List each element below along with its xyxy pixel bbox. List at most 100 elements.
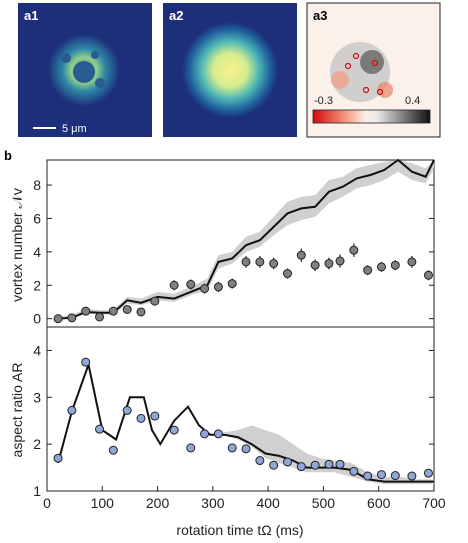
- data-point: [241, 444, 251, 454]
- data-point: [108, 445, 118, 455]
- data-point: [67, 313, 77, 323]
- data-point: [349, 245, 359, 255]
- x-tick-label: 500: [312, 495, 336, 511]
- data-point: [81, 306, 91, 316]
- data-point: [335, 256, 345, 266]
- data-point: [296, 250, 306, 260]
- data-point: [169, 280, 179, 290]
- data-point: [150, 296, 160, 306]
- data-point: [423, 468, 433, 478]
- x-axis-label: rotation time tΩ (ms): [176, 522, 303, 538]
- data-point: [213, 282, 223, 292]
- data-point: [255, 456, 265, 466]
- x-tick-label: 400: [256, 495, 280, 511]
- data-point: [282, 457, 292, 467]
- a3-vortex-marker: [371, 59, 379, 67]
- panel-label-b: b: [4, 148, 12, 163]
- scale-bar-label: 5 μm: [62, 123, 87, 135]
- panel-a2: a2: [163, 3, 297, 137]
- y-tick-label: 4: [33, 244, 41, 260]
- y-tick-label: 1: [33, 483, 41, 499]
- data-point: [423, 270, 433, 280]
- panel-a3: a3 -0.3 0.4: [306, 2, 441, 138]
- data-point: [136, 307, 146, 317]
- y-tick-label: 2: [33, 277, 41, 293]
- x-ticks-bottom: 0 100 200 300 400 500 600 700: [43, 486, 446, 511]
- a3-vortex-marker: [362, 86, 370, 94]
- data-point: [376, 470, 386, 480]
- a1-vortex: [95, 78, 105, 88]
- data-point: [227, 279, 237, 289]
- y-tick-label: 0: [33, 311, 41, 327]
- y-tick-label: 3: [33, 389, 41, 405]
- data-point: [200, 429, 210, 439]
- data-point: [200, 284, 210, 294]
- data-point: [363, 471, 373, 481]
- x-tick-label: 100: [91, 495, 115, 511]
- a3-vortex-marker: [344, 62, 352, 70]
- a1-vortex: [61, 53, 71, 63]
- data-point: [376, 262, 386, 272]
- data-point: [390, 260, 400, 270]
- simulation-line: [57, 360, 434, 483]
- line-group: [58, 158, 435, 320]
- data-point: [122, 405, 132, 415]
- data-point: [213, 429, 223, 439]
- x-tick-label: 300: [201, 495, 225, 511]
- points-group: [53, 357, 433, 481]
- points-group: [53, 243, 433, 324]
- data-point: [95, 424, 105, 434]
- plot-aspect-ratio: 1 2 3 4 0 100 200 300 400 500 600 700 aspect ratio…: [9, 326, 446, 538]
- data-point: [255, 257, 265, 267]
- a3-residual: [331, 71, 349, 89]
- colorbar: [312, 109, 431, 124]
- a2-cloud: [182, 22, 278, 118]
- a1-core: [73, 61, 95, 83]
- data-point: [363, 265, 373, 275]
- data-point: [227, 443, 237, 453]
- panel-a1: a1 5 μm: [18, 3, 152, 137]
- line-group: [57, 360, 434, 483]
- data-point: [390, 471, 400, 481]
- data-point: [186, 279, 196, 289]
- panel-label-a2: a2: [169, 8, 183, 23]
- a3-residual: [360, 50, 384, 74]
- y-tick-label: 4: [33, 342, 41, 358]
- data-point: [269, 460, 279, 470]
- a3-vortex-marker: [376, 88, 384, 96]
- x-tick-label: 200: [146, 495, 170, 511]
- uncertainty-band: [58, 160, 434, 319]
- data-point: [95, 312, 105, 322]
- data-point: [407, 257, 417, 267]
- data-point: [53, 453, 63, 463]
- data-point: [407, 471, 417, 481]
- y-tick-label: 8: [33, 177, 41, 193]
- data-point: [310, 260, 320, 270]
- simulation-line: [58, 158, 435, 320]
- plot-frame-bottom: [46, 326, 435, 492]
- data-point: [53, 314, 63, 324]
- data-point: [136, 413, 146, 423]
- data-point: [81, 357, 91, 367]
- data-point: [169, 425, 179, 435]
- y-tick-label: 2: [33, 436, 41, 452]
- panel-label-a3: a3: [313, 8, 327, 23]
- a3-vortex-marker: [352, 52, 360, 60]
- data-point: [241, 257, 251, 267]
- data-point: [296, 462, 306, 472]
- data-point: [324, 459, 334, 469]
- y-axis-label-top: vortex number 𝒩v: [9, 188, 25, 302]
- data-point: [150, 411, 160, 421]
- data-point: [310, 460, 320, 470]
- x-tick-label: 600: [367, 495, 391, 511]
- band-group: [58, 160, 434, 319]
- data-point: [349, 466, 359, 476]
- x-tick-label: 0: [43, 495, 51, 511]
- data-point: [282, 269, 292, 279]
- x-tick-label: 700: [422, 495, 446, 511]
- data-point: [335, 459, 345, 469]
- y-tick-label: 6: [33, 210, 41, 226]
- data-point: [186, 443, 196, 453]
- colorbar-max-label: 0.4: [405, 95, 420, 107]
